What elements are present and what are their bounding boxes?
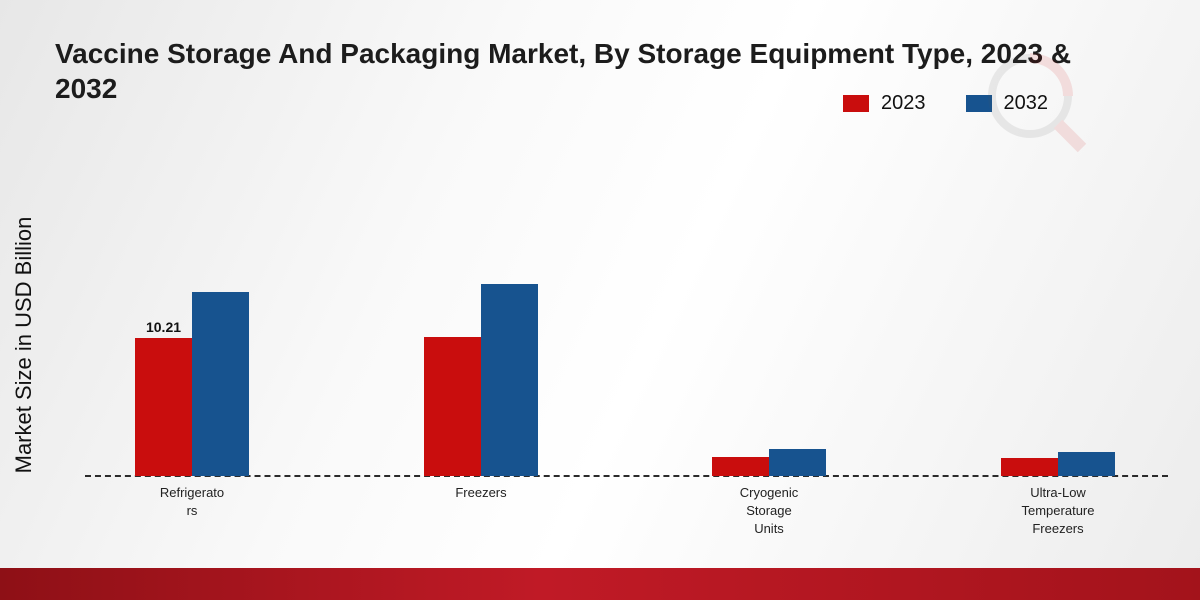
bar-2032-3 <box>769 449 826 476</box>
footer-band <box>0 568 1200 600</box>
bar-2032-4 <box>1058 452 1115 476</box>
bar-group-4 <box>1001 452 1115 476</box>
bar-2023-4 <box>1001 458 1058 476</box>
legend-swatch-2023 <box>843 95 869 112</box>
bar-group-1: 10.21 <box>135 292 249 476</box>
legend-label-2023: 2023 <box>881 92 926 114</box>
legend-swatch-2032 <box>965 95 992 112</box>
bar-2023-2 <box>424 337 481 476</box>
bar-2023-1: 10.21 <box>135 319 192 476</box>
category-label-2: Freezers <box>455 485 507 500</box>
legend: 2023 2032 <box>843 92 1048 115</box>
legend-item-2032: 2032 <box>965 92 1049 115</box>
category-label-1: Refrigerato rs <box>159 485 225 518</box>
bar-group-3 <box>712 449 826 476</box>
bar-2032-2 <box>481 284 538 476</box>
category-label-4: Ultra-Low Temperature Freezers <box>1021 485 1095 536</box>
bar-value-label: 10.21 <box>145 319 182 335</box>
bar-2023-3 <box>712 457 769 476</box>
x-axis-baseline <box>85 475 1168 477</box>
legend-item-2023: 2023 <box>843 92 926 115</box>
legend-label-2032: 2032 <box>1003 92 1049 114</box>
category-label-3: Cryogenic Storage Units <box>739 485 799 536</box>
bar-group-2 <box>424 284 538 476</box>
bar-2032-1 <box>192 292 249 476</box>
chart-title: Vaccine Storage And Packaging Market, By… <box>55 38 1072 104</box>
watermark-logo <box>988 53 1087 153</box>
